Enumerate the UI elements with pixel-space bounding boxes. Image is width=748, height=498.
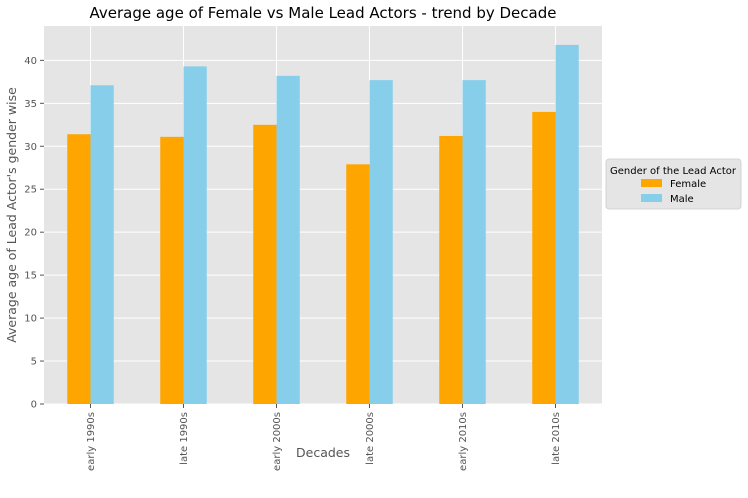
y-tick-label: 20 xyxy=(24,228,37,239)
bar-female xyxy=(532,111,556,404)
bar-male xyxy=(369,80,393,404)
y-tick-label: 15 xyxy=(24,271,37,282)
bar-male xyxy=(555,44,579,405)
y-tick-label: 25 xyxy=(24,185,37,196)
bar-female xyxy=(346,164,370,404)
y-axis: 0 5 10 15 20 25 30 35 40 xyxy=(24,56,44,411)
y-tick-label: 10 xyxy=(24,314,37,325)
y-tick-label: 30 xyxy=(24,142,37,153)
y-tick-label: 35 xyxy=(24,99,37,110)
y-axis-label: Average age of Lead Actor's gender wise xyxy=(4,87,19,343)
bar-female xyxy=(160,136,184,404)
bar-female xyxy=(253,124,277,404)
x-tick-label: early 1990s xyxy=(86,412,97,471)
bar-male xyxy=(90,85,114,404)
bar-female xyxy=(67,134,91,404)
x-axis-label: Decades xyxy=(296,445,350,460)
legend-label-female: Female xyxy=(670,179,706,190)
x-tick-label: early 2010s xyxy=(458,412,469,471)
x-tick-label: early 2000s xyxy=(272,412,283,471)
legend-swatch-female xyxy=(641,179,662,187)
legend: Gender of the Lead Actor Female Male xyxy=(605,158,742,210)
x-tick-label: late 2010s xyxy=(551,412,562,465)
y-tick-label: 40 xyxy=(24,56,37,67)
x-axis: early 1990s late 1990s early 2000s late 200… xyxy=(86,404,562,471)
legend-box xyxy=(605,158,742,210)
legend-entries: Female Male xyxy=(641,179,706,205)
y-tick-label: 0 xyxy=(31,400,37,411)
bar-male xyxy=(276,75,300,404)
bar-male xyxy=(183,66,207,405)
chart-title: Average age of Female vs Male Lead Actor… xyxy=(90,4,557,22)
plot-background xyxy=(44,26,602,404)
x-tick-label: late 1990s xyxy=(179,412,190,465)
legend-swatch-male xyxy=(641,194,662,202)
y-tick-label: 5 xyxy=(31,357,37,368)
legend-title: Gender of the Lead Actor xyxy=(610,166,737,177)
bars xyxy=(67,44,579,405)
x-tick-label: late 2000s xyxy=(365,412,376,465)
bar-female xyxy=(439,135,463,405)
bar-male xyxy=(462,80,486,404)
legend-label-male: Male xyxy=(670,194,694,205)
